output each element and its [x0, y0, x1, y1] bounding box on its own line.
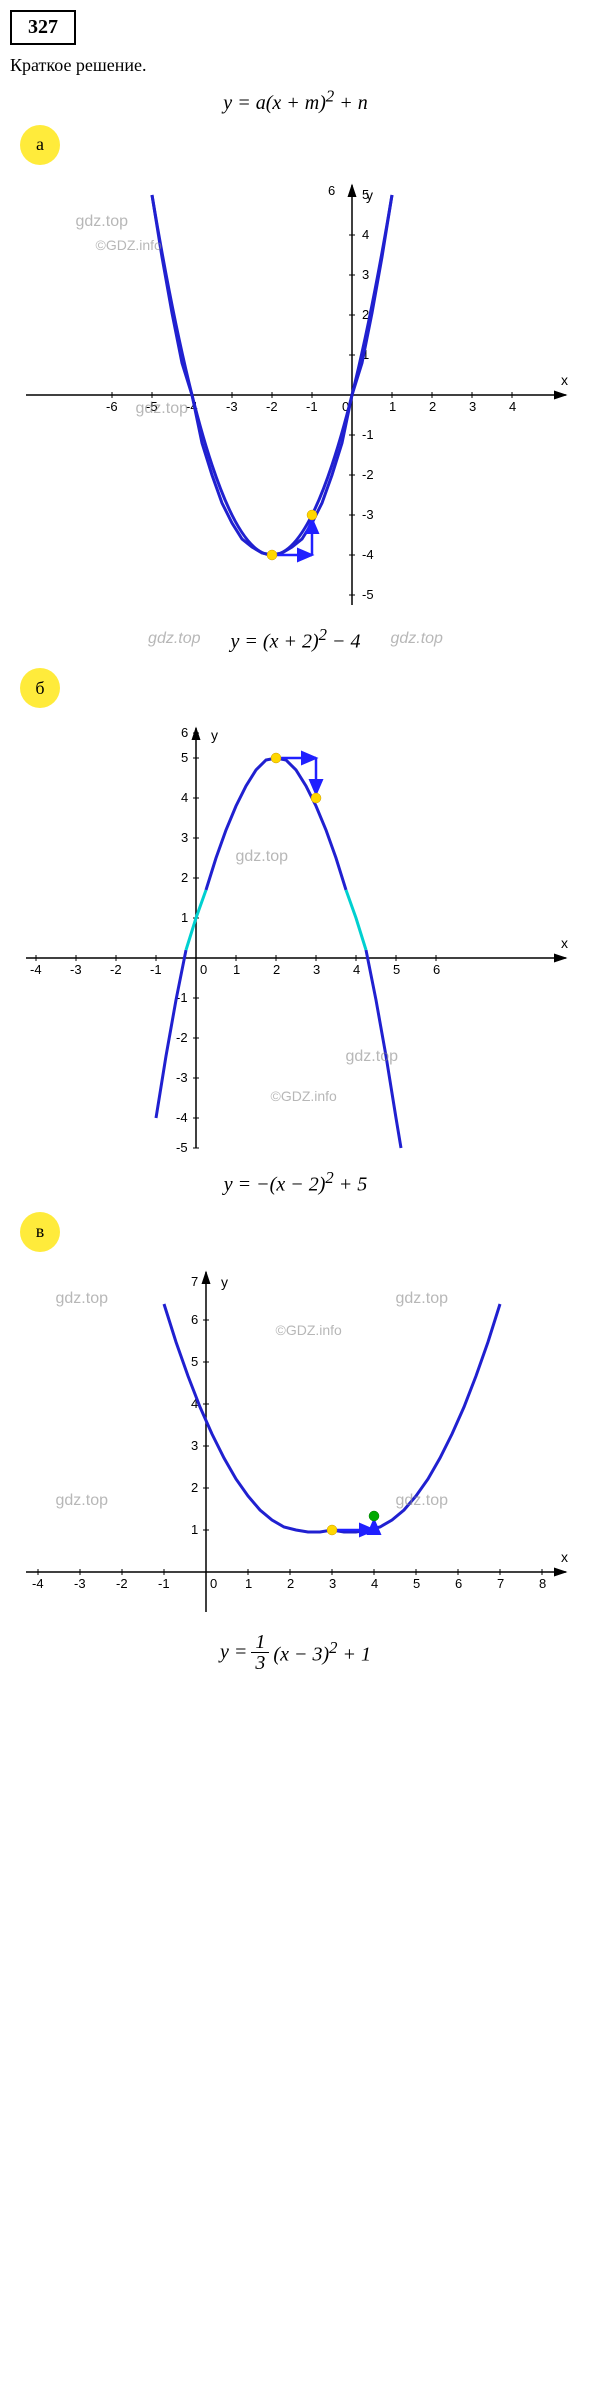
equation-b: y = −(x − 2)2 + 5 [10, 1168, 581, 1197]
svg-text:8: 8 [539, 1576, 546, 1591]
svg-text:2: 2 [287, 1576, 294, 1591]
svg-text:6: 6 [455, 1576, 462, 1591]
svg-text:5: 5 [362, 187, 369, 202]
svg-text:2: 2 [191, 1480, 198, 1495]
svg-text:4: 4 [362, 227, 369, 242]
svg-text:7: 7 [191, 1274, 198, 1289]
svg-text:4: 4 [509, 399, 516, 414]
svg-text:-5: -5 [176, 1140, 188, 1155]
svg-text:x: x [561, 935, 568, 951]
svg-text:4: 4 [181, 790, 188, 805]
svg-text:3: 3 [313, 962, 320, 977]
part-marker-a: а [20, 125, 60, 165]
svg-text:y: y [221, 1274, 228, 1290]
copyright-label: ©GDZ.info [276, 1322, 342, 1338]
svg-text:-4: -4 [30, 962, 42, 977]
watermark: gdz.top [56, 1492, 108, 1510]
svg-text:1: 1 [181, 910, 188, 925]
svg-text:2: 2 [429, 399, 436, 414]
svg-text:-2: -2 [176, 1030, 188, 1045]
copyright-label: ©GDZ.info [271, 1088, 337, 1104]
part-marker-c: в [20, 1212, 60, 1252]
svg-text:5: 5 [181, 750, 188, 765]
problem-number: 327 [28, 16, 58, 38]
equation-a: y = (x + 2)2 − 4 [231, 625, 361, 654]
equation-c: y = 1 3 (x − 3)2 + 1 [10, 1632, 581, 1673]
svg-text:x: x [561, 1549, 568, 1565]
svg-text:-4: -4 [32, 1576, 44, 1591]
svg-text:5: 5 [413, 1576, 420, 1591]
watermark: gdz.top [396, 1492, 448, 1510]
svg-text:-2: -2 [116, 1576, 128, 1591]
watermark: gdz.top [396, 1290, 448, 1308]
svg-text:0: 0 [210, 1576, 217, 1591]
short-solution-label: Краткое решение. [10, 55, 581, 76]
svg-text:3: 3 [329, 1576, 336, 1591]
svg-text:3: 3 [181, 830, 188, 845]
chart-c-container: gdz.top gdz.top ©GDZ.info gdz.top gdz.to… [16, 1262, 576, 1622]
svg-text:-2: -2 [110, 962, 122, 977]
svg-text:6: 6 [191, 1312, 198, 1327]
watermark: gdz.top [390, 630, 442, 648]
chart-b-container: gdz.top gdz.top ©GDZ.info x y -4 -3 -2 -… [16, 718, 576, 1158]
watermark: gdz.top [76, 213, 128, 231]
svg-text:-3: -3 [74, 1576, 86, 1591]
svg-text:1: 1 [191, 1522, 198, 1537]
svg-text:-1: -1 [362, 427, 374, 442]
svg-text:-2: -2 [362, 467, 374, 482]
svg-text:0: 0 [200, 962, 207, 977]
chart-c: x y -4 -3 -2 -1 0 1 2 3 4 5 6 7 8 1 2 3 … [16, 1262, 576, 1622]
svg-text:6: 6 [433, 962, 440, 977]
svg-text:y: y [211, 727, 218, 743]
watermark: gdz.top [136, 400, 188, 418]
chart-a-container: gdz.top ©GDZ.info gdz.top x y 6 -6 -5 -4… [16, 175, 576, 615]
watermark: gdz.top [148, 630, 200, 648]
svg-text:-4: -4 [362, 547, 374, 562]
svg-text:4: 4 [371, 1576, 378, 1591]
watermark: gdz.top [346, 1048, 398, 1066]
svg-text:5: 5 [393, 962, 400, 977]
main-formula: y = a(x + m)2 + n [10, 86, 581, 115]
svg-text:-1: -1 [158, 1576, 170, 1591]
svg-text:4: 4 [353, 962, 360, 977]
svg-text:-2: -2 [266, 399, 278, 414]
problem-number-box: 327 [10, 10, 76, 45]
watermark: gdz.top [236, 848, 288, 866]
svg-text:-6: -6 [106, 399, 118, 414]
svg-text:1: 1 [245, 1576, 252, 1591]
svg-text:-4: -4 [176, 1110, 188, 1125]
svg-text:x: x [561, 372, 568, 388]
svg-text:-3: -3 [362, 507, 374, 522]
copyright-label: ©GDZ.info [96, 237, 162, 253]
svg-text:5: 5 [191, 1354, 198, 1369]
svg-text:1: 1 [233, 962, 240, 977]
svg-text:3: 3 [191, 1438, 198, 1453]
svg-text:1: 1 [389, 399, 396, 414]
svg-text:-5: -5 [362, 587, 374, 602]
svg-text:6: 6 [328, 183, 335, 198]
svg-text:3: 3 [469, 399, 476, 414]
svg-text:-3: -3 [176, 1070, 188, 1085]
svg-text:7: 7 [497, 1576, 504, 1591]
svg-text:6: 6 [181, 725, 188, 740]
watermark: gdz.top [56, 1290, 108, 1308]
svg-text:3: 3 [362, 267, 369, 282]
svg-text:2: 2 [181, 870, 188, 885]
svg-text:-1: -1 [150, 962, 162, 977]
equation-a-row: gdz.top y = (x + 2)2 − 4 gdz.top [10, 625, 581, 654]
svg-text:2: 2 [273, 962, 280, 977]
svg-text:-3: -3 [226, 399, 238, 414]
svg-text:-1: -1 [306, 399, 318, 414]
formula-text: y = a(x + m)2 + n [223, 92, 367, 114]
svg-text:-3: -3 [70, 962, 82, 977]
part-marker-b: б [20, 668, 60, 708]
